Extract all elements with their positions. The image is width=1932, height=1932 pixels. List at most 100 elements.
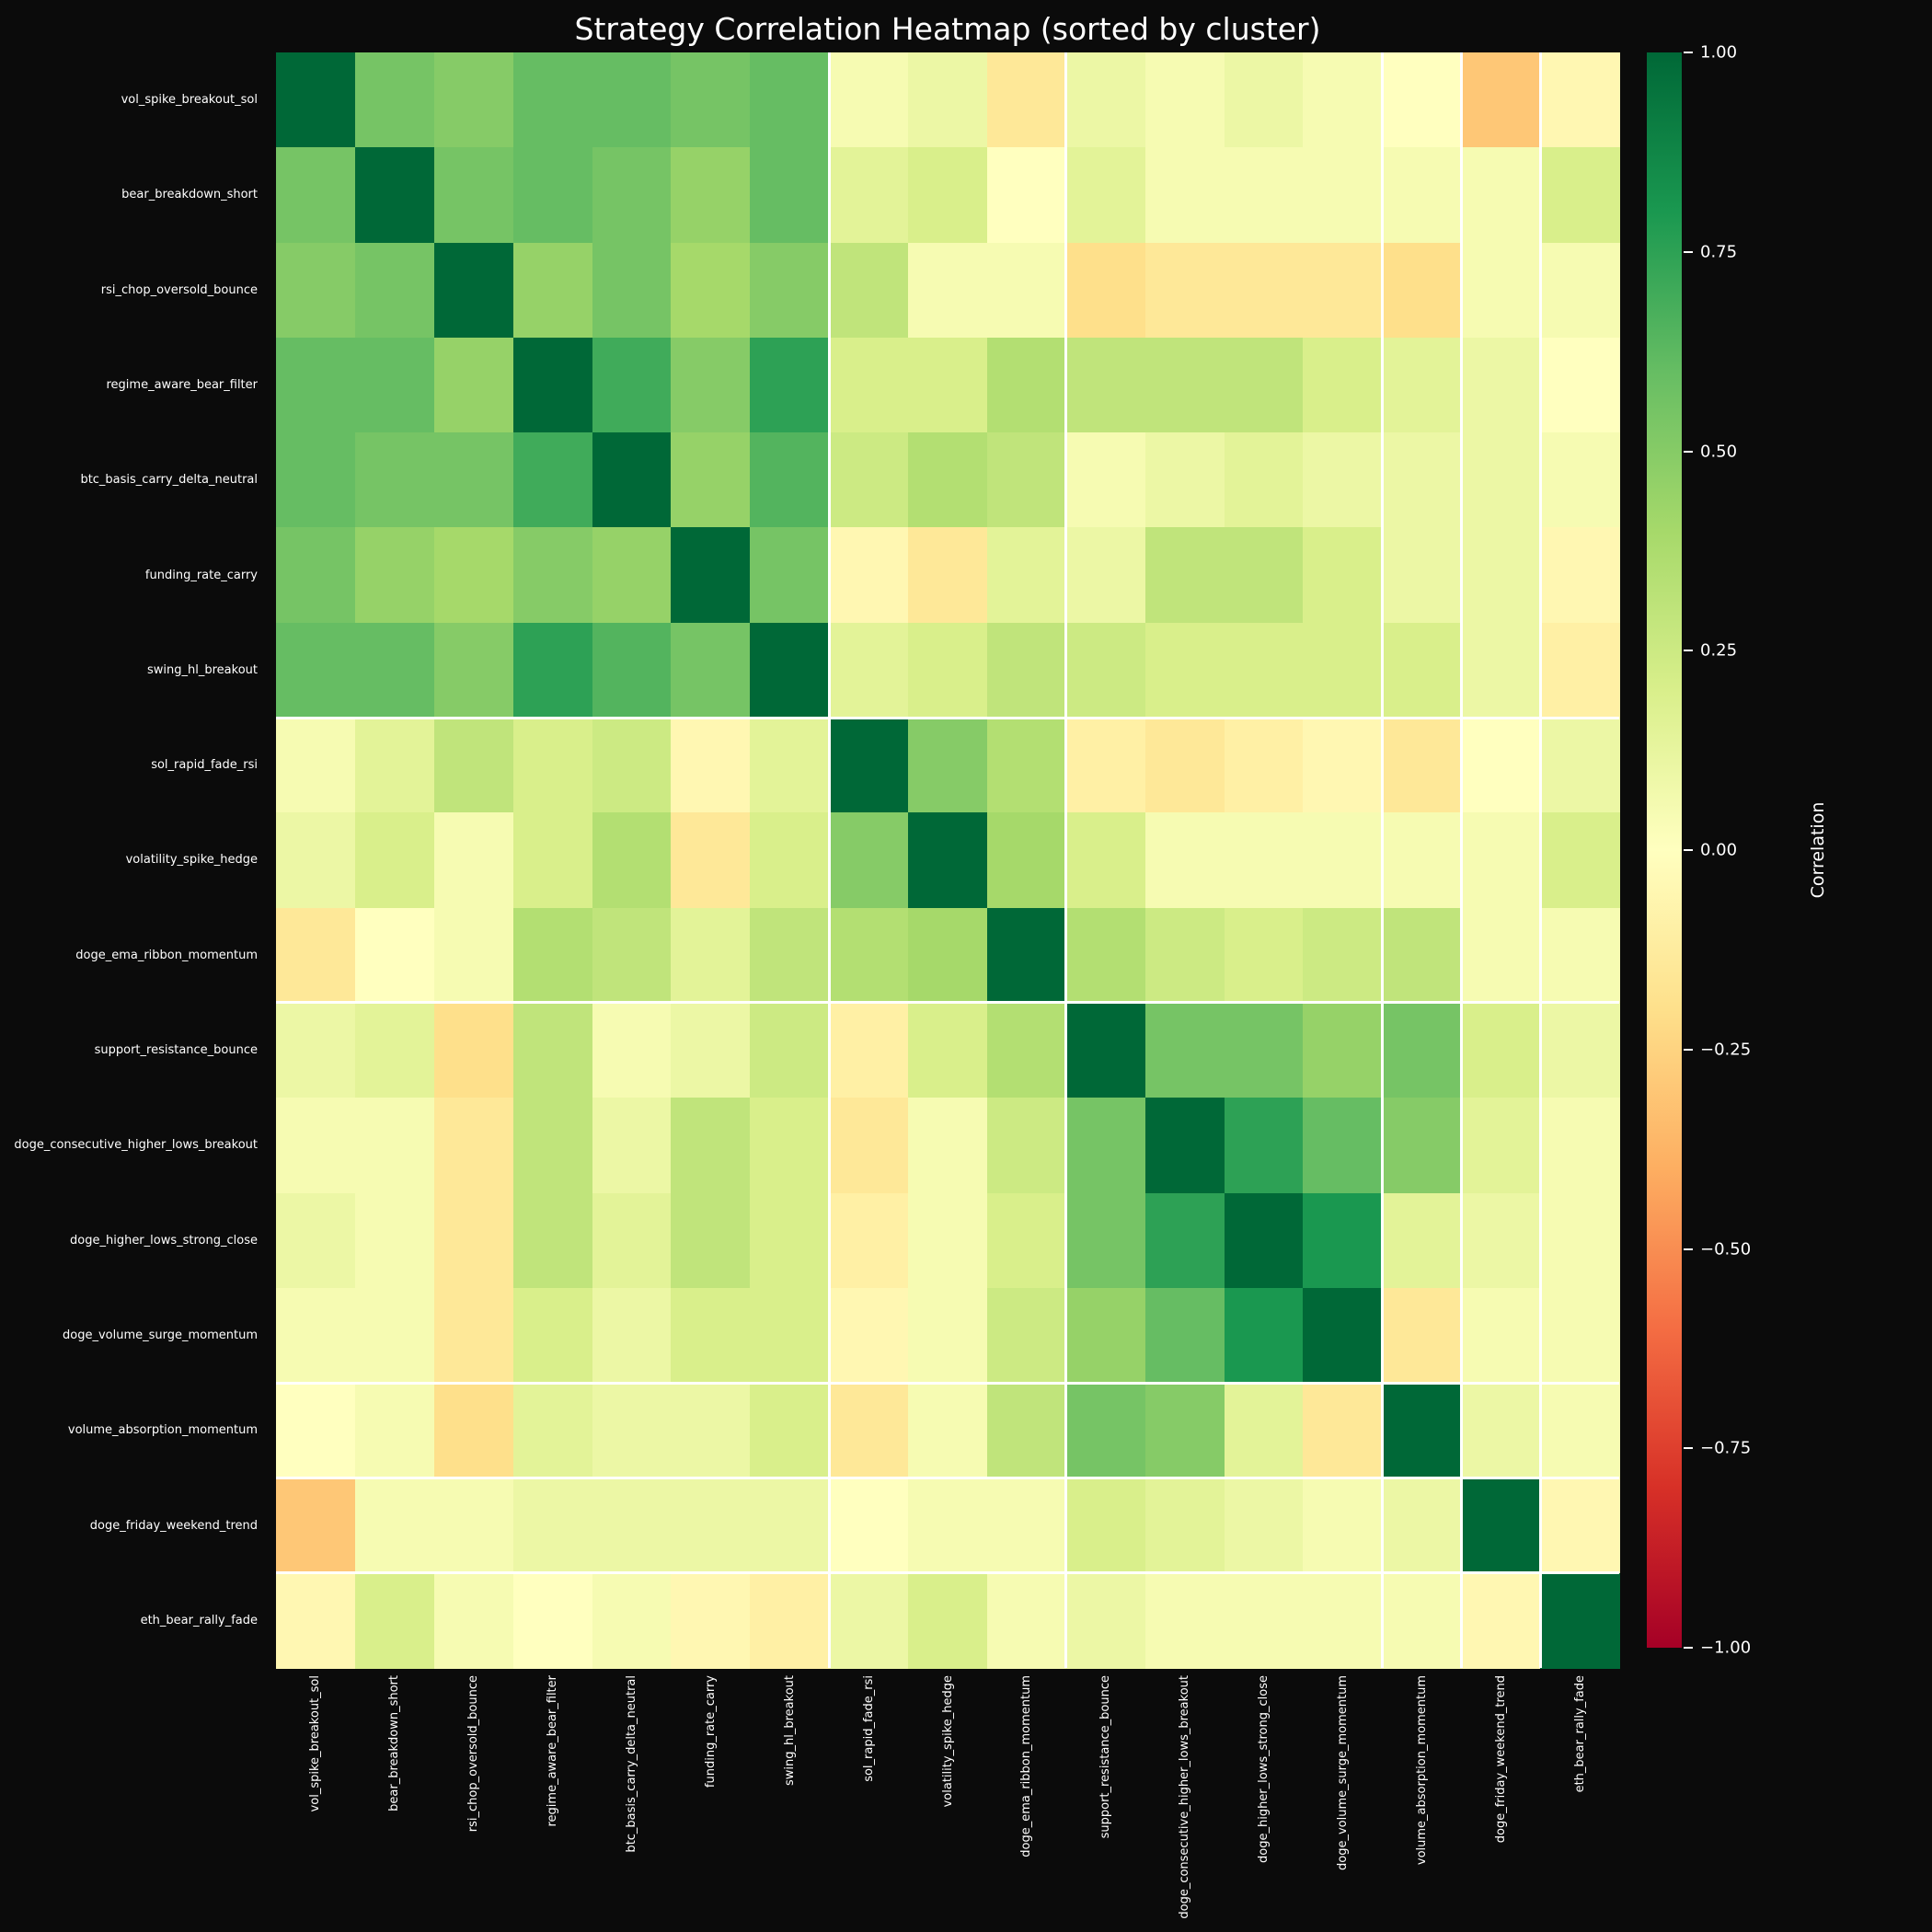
- heatmap-cell: [512, 1098, 593, 1194]
- heatmap-cell: [750, 718, 830, 813]
- colorbar-gradient: [1647, 52, 1682, 1648]
- heatmap-cell: [671, 1572, 751, 1669]
- heatmap-cell: [1540, 622, 1620, 719]
- colorbar-tick-label: 0.00: [1700, 840, 1738, 860]
- heatmap-cell: [908, 1098, 988, 1194]
- heatmap-cell: [671, 52, 751, 148]
- y-tick-label: funding_rate_carry: [144, 568, 258, 582]
- x-tick-label-text: rsi_chop_oversold_bounce: [466, 1675, 481, 1833]
- heatmap-cell: [1382, 1478, 1462, 1574]
- heatmap-cell: [354, 527, 435, 624]
- colorbar-tick-label: −0.50: [1700, 1239, 1752, 1259]
- heatmap-cell: [1065, 242, 1146, 339]
- heatmap-cell: [1065, 1572, 1146, 1669]
- heatmap-cell: [1224, 1098, 1305, 1194]
- y-tick-label: doge_higher_lows_strong_close: [70, 1233, 258, 1248]
- heatmap-cell: [276, 1098, 356, 1194]
- heatmap-cell: [1144, 907, 1225, 1004]
- heatmap-cell: [986, 52, 1067, 148]
- heatmap-cell: [592, 1383, 672, 1478]
- heatmap-cell: [433, 432, 514, 529]
- heatmap-cell: [276, 812, 356, 909]
- heatmap-cell: [1144, 432, 1225, 529]
- heatmap-cell: [1144, 1287, 1225, 1384]
- heatmap-cell: [1065, 337, 1146, 433]
- heatmap-cell: [512, 1478, 593, 1574]
- cluster-boundary-line: [827, 52, 831, 1668]
- heatmap-cell: [1540, 242, 1620, 339]
- heatmap-cell: [1540, 1098, 1620, 1194]
- heatmap-cell: [1461, 622, 1541, 719]
- heatmap-cell: [908, 1478, 988, 1574]
- heatmap-cell: [1065, 1287, 1146, 1384]
- heatmap-cell: [512, 147, 593, 244]
- x-tick-label: support_resistance_bounce: [1098, 1675, 1114, 1838]
- heatmap-cell: [1065, 907, 1146, 1004]
- heatmap-cell: [829, 1383, 909, 1478]
- heatmap-cell: [1144, 52, 1225, 148]
- heatmap-cell: [671, 147, 751, 244]
- heatmap-cell: [1461, 337, 1541, 433]
- heatmap-cell: [276, 1287, 356, 1384]
- heatmap-cell: [908, 52, 988, 148]
- x-tick-label: volatility_spike_hedge: [939, 1675, 956, 1807]
- heatmap-cell: [512, 622, 593, 719]
- x-tick-label: regime_aware_bear_filter: [545, 1675, 561, 1827]
- heatmap-cell: [1224, 432, 1305, 529]
- heatmap-cell: [908, 907, 988, 1004]
- heatmap-grid: [276, 52, 1620, 1669]
- heatmap-cell: [354, 1098, 435, 1194]
- heatmap-cell: [1144, 242, 1225, 339]
- x-tick-label-text: regime_aware_bear_filter: [546, 1675, 560, 1827]
- heatmap-cell: [829, 812, 909, 909]
- y-tick-label: doge_consecutive_higher_lows_breakout: [14, 1138, 258, 1153]
- heatmap-cell: [829, 1002, 909, 1098]
- heatmap-cell: [750, 907, 830, 1004]
- heatmap-cell: [1540, 432, 1620, 529]
- colorbar-tick-label: −1.00: [1700, 1638, 1752, 1658]
- cluster-boundary-line: [276, 1001, 1619, 1005]
- heatmap-cell: [1144, 622, 1225, 719]
- heatmap-cell: [671, 1383, 751, 1478]
- heatmap-cell: [908, 1287, 988, 1384]
- heatmap-cell: [1065, 147, 1146, 244]
- heatmap-cell: [512, 337, 593, 433]
- heatmap-cell: [276, 718, 356, 813]
- heatmap-cell: [433, 907, 514, 1004]
- y-tick-label: eth_bear_rally_fade: [140, 1613, 258, 1627]
- heatmap-cell: [433, 1098, 514, 1194]
- heatmap-cell: [1144, 1478, 1225, 1574]
- heatmap-cell: [276, 1478, 356, 1574]
- heatmap-cell: [1461, 147, 1541, 244]
- heatmap-cell: [433, 1572, 514, 1669]
- heatmap-cell: [592, 432, 672, 529]
- y-tick-label: sol_rapid_fade_rsi: [151, 758, 258, 773]
- heatmap-cell: [750, 622, 830, 719]
- heatmap-cell: [750, 1478, 830, 1574]
- x-tick-label-text: bear_breakdown_short: [387, 1675, 402, 1811]
- x-tick-label: sol_rapid_fade_rsi: [860, 1675, 877, 1782]
- heatmap-cell: [1303, 1478, 1383, 1574]
- heatmap-cell: [1065, 52, 1146, 148]
- heatmap-cell: [908, 147, 988, 244]
- colorbar: Correlation 1.00 0.75 0.50 0.25 0.00 −0.25 −0.…: [1647, 43, 1932, 1658]
- heatmap-cell: [592, 718, 672, 813]
- heatmap-cell: [433, 622, 514, 719]
- heatmap-cell: [276, 1383, 356, 1478]
- x-tick-label: bear_breakdown_short: [386, 1675, 403, 1811]
- heatmap-cell: [829, 1287, 909, 1384]
- colorbar-tick-mark: [1684, 1647, 1693, 1649]
- y-tick-label: doge_ema_ribbon_momentum: [75, 948, 258, 962]
- heatmap-cell: [1065, 718, 1146, 813]
- heatmap-cell: [1540, 52, 1620, 148]
- x-tick-label: btc_basis_carry_delta_neutral: [623, 1675, 639, 1853]
- heatmap-cell: [986, 432, 1067, 529]
- heatmap-cell: [354, 1287, 435, 1384]
- x-tick-label-text: swing_hl_breakout: [782, 1675, 797, 1786]
- x-tick-label-text: doge_higher_lows_strong_close: [1257, 1675, 1271, 1863]
- heatmap-cell: [1065, 527, 1146, 624]
- heatmap-cell: [1303, 812, 1383, 909]
- heatmap-cell: [512, 432, 593, 529]
- heatmap-cell: [512, 52, 593, 148]
- x-tick-label: doge_higher_lows_strong_close: [1256, 1675, 1272, 1863]
